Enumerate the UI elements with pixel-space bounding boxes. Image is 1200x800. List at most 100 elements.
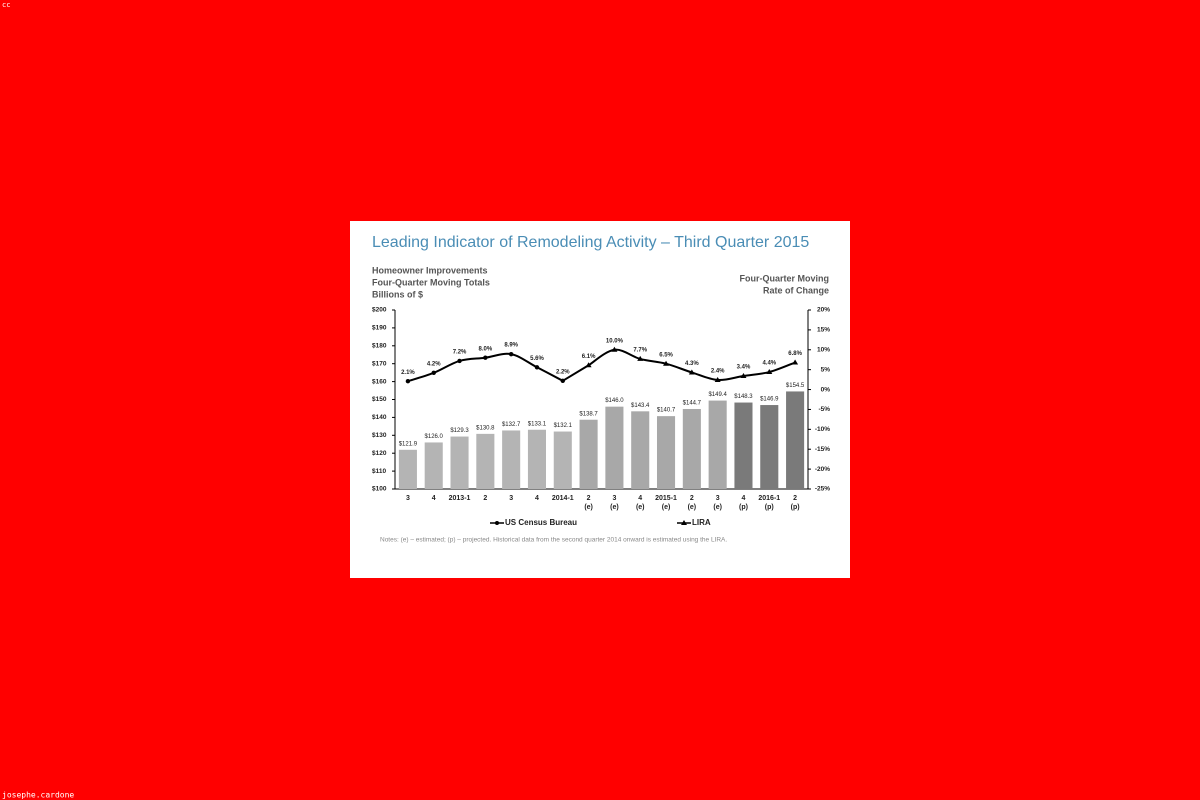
y-tick-label: $150 [372, 396, 387, 403]
x-tick-label: (e) [636, 504, 645, 511]
x-tick-label: 4 [638, 495, 642, 502]
bar-value-label: $132.1 [554, 423, 573, 429]
bar [527, 429, 547, 489]
y2-tick-label: -10% [815, 426, 830, 433]
x-tick-label: 2015-1 [655, 495, 677, 502]
point [637, 355, 644, 361]
point-label: 10.0% [606, 338, 624, 344]
x-tick-label: 2013-1 [449, 495, 471, 502]
y2-tick-label: 15% [817, 327, 830, 334]
point [611, 346, 618, 352]
point [688, 369, 695, 375]
bar-value-label: $129.3 [450, 428, 469, 434]
bar [424, 442, 443, 489]
x-tick-label: (e) [713, 504, 722, 511]
point-label: 5.6% [530, 356, 544, 362]
bar-value-label: $126.0 [425, 434, 444, 440]
x-tick-label: (p) [791, 504, 800, 511]
bar [656, 416, 676, 489]
bar [682, 408, 701, 489]
bar [786, 391, 805, 489]
y-tick-label: $190 [372, 325, 387, 332]
bar [605, 406, 624, 489]
bar [398, 449, 417, 489]
bar-value-label: $143.4 [631, 403, 650, 409]
point-label: 4.2% [427, 361, 441, 367]
y2-tick-label: 0% [821, 386, 831, 393]
legend-marker [681, 520, 687, 525]
x-tick-label: (e) [688, 504, 697, 511]
point-label: 7.2% [453, 349, 467, 355]
y-tick-label: $160 [372, 378, 387, 385]
bar-value-label: $121.9 [399, 441, 418, 447]
point-label: 4.3% [685, 361, 699, 367]
point [663, 360, 670, 366]
x-tick-label: (e) [610, 504, 619, 511]
x-tick-label: 4 [432, 495, 436, 502]
point [405, 379, 411, 384]
y-axis-title: Billions of $ [372, 289, 423, 299]
y2-tick-label: -15% [815, 446, 830, 453]
x-tick-label: 2 [483, 495, 487, 502]
point [740, 373, 747, 379]
corner-text: cc [2, 1, 10, 9]
x-tick-label: 2 [587, 495, 591, 502]
y-axis-title: Four-Quarter Moving Totals [372, 277, 490, 287]
point-label: 8.0% [479, 346, 493, 352]
y-tick-label: $130 [372, 432, 387, 439]
x-tick-label: (p) [739, 504, 748, 511]
bar [734, 402, 753, 489]
bar [476, 433, 495, 489]
point [508, 351, 514, 357]
y2-tick-label: 20% [817, 307, 830, 314]
x-tick-label: (e) [584, 504, 593, 511]
x-tick-label: 2 [793, 495, 797, 502]
y2-tick-label: 5% [821, 366, 831, 373]
bar-value-label: $148.3 [734, 394, 753, 400]
y2-tick-label: -25% [815, 486, 830, 493]
point [766, 369, 773, 375]
point-label: 3.4% [737, 365, 751, 371]
y2-tick-label: 10% [817, 346, 830, 353]
point-label: 8.9% [504, 343, 518, 349]
bar [708, 400, 727, 489]
y2-axis-title: Four-Quarter Moving [740, 273, 830, 283]
bar [553, 431, 572, 489]
bar-value-label: $138.7 [579, 411, 598, 417]
y-tick-label: $110 [372, 468, 386, 475]
y-tick-label: $180 [372, 343, 387, 350]
bar-value-label: $146.0 [605, 398, 624, 404]
point-label: 2.4% [711, 369, 725, 375]
x-tick-label: 3 [716, 495, 720, 502]
x-tick-label: (e) [662, 504, 671, 511]
y-axis-title: Homeowner Improvements [372, 265, 488, 275]
y-tick-label: $200 [372, 307, 387, 314]
notes: Notes: (e) – estimated; (p) – projected.… [380, 537, 727, 544]
point [483, 355, 488, 360]
x-tick-label: 2016-1 [758, 495, 780, 502]
credit: josephe.cardone [2, 791, 74, 800]
y-tick-label: $120 [372, 450, 387, 457]
bar-value-label: $154.5 [786, 383, 805, 389]
x-tick-label: (p) [765, 504, 774, 511]
bar-value-label: $132.7 [502, 422, 521, 428]
point-label: 4.4% [762, 361, 776, 367]
x-tick-label: 4 [535, 495, 539, 502]
x-tick-label: 3 [406, 495, 410, 502]
point-label: 7.7% [633, 348, 647, 354]
y2-axis-title: Rate of Change [763, 285, 829, 295]
bar-value-label: $130.8 [476, 425, 495, 431]
bar [631, 411, 650, 489]
legend-label: LIRA [692, 518, 711, 527]
y-tick-label: $140 [372, 414, 387, 421]
bar [760, 405, 779, 489]
bar-value-label: $144.7 [683, 401, 702, 407]
point [714, 377, 721, 383]
x-tick-label: 2 [690, 495, 694, 502]
point [457, 358, 462, 364]
point-label: 2.2% [556, 369, 570, 375]
x-tick-label: 4 [742, 495, 746, 502]
x-tick-label: 3 [612, 495, 616, 502]
